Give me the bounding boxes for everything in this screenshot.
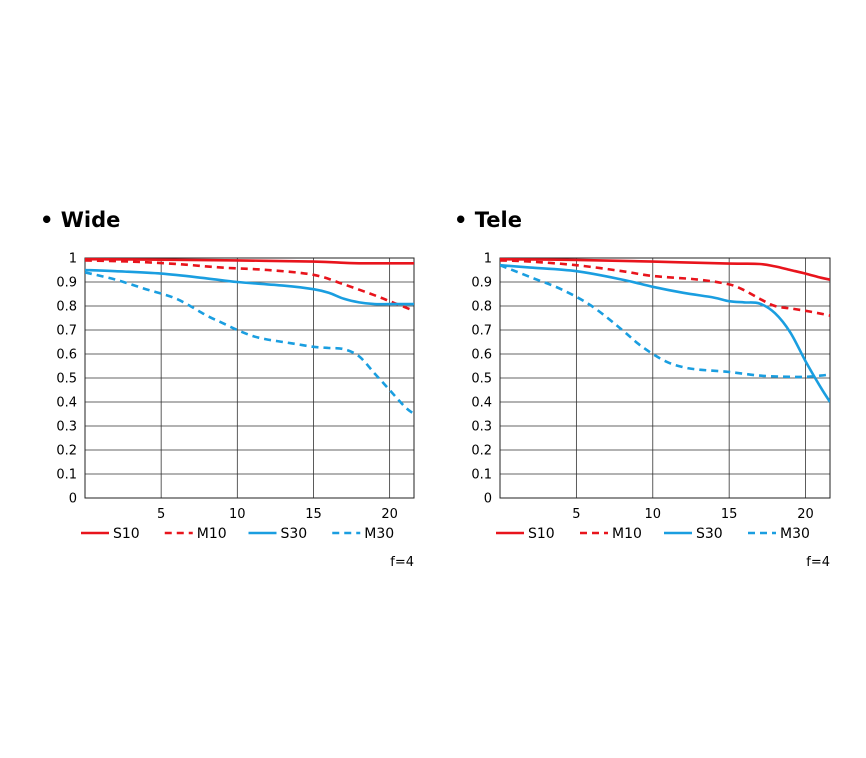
y-tick-label: 0.5 — [56, 372, 77, 387]
y-tick-label: 0.9 — [471, 276, 492, 291]
x-tick-label: 5 — [157, 507, 165, 522]
series-line-s10 — [500, 257, 830, 281]
y-tick-label: 0.9 — [56, 276, 77, 291]
y-tick-label: 0.7 — [471, 324, 492, 339]
legend-label-m10: M10 — [612, 526, 642, 542]
y-tick-label: 0.8 — [471, 300, 492, 315]
x-tick-label: 15 — [305, 507, 322, 522]
y-tick-label: 1 — [69, 252, 77, 267]
legend-label-s10: S10 — [528, 526, 555, 542]
y-tick-label: 0.1 — [56, 468, 77, 483]
legend-label-s30: S30 — [281, 526, 308, 542]
aperture-note: f=4 — [390, 555, 414, 570]
y-tick-label: 0.5 — [471, 372, 492, 387]
y-tick-label: 0 — [484, 492, 492, 507]
y-tick-label: 0.3 — [56, 420, 77, 435]
legend-label-s10: S10 — [113, 526, 140, 542]
plot-frame — [499, 257, 831, 499]
series-line-m30 — [500, 263, 830, 379]
x-tick-label: 20 — [381, 507, 398, 522]
y-tick-label: 1 — [484, 252, 492, 267]
legend-label-s30: S30 — [696, 526, 723, 542]
x-tick-label: 10 — [229, 507, 246, 522]
x-tick-label: 5 — [572, 507, 580, 522]
wide-chart-title: • Wide — [40, 208, 120, 232]
series-line-s30 — [500, 263, 830, 403]
x-tick-label: 10 — [645, 507, 662, 522]
y-tick-label: 0.1 — [471, 468, 492, 483]
series-line-s30 — [85, 268, 414, 306]
y-tick-label: 0.8 — [56, 300, 77, 315]
legend-label-m30: M30 — [364, 526, 394, 542]
x-tick-label: 20 — [797, 507, 814, 522]
y-tick-label: 0.7 — [56, 324, 77, 339]
legend-label-m10: M10 — [197, 526, 227, 542]
legend-label-m30: M30 — [780, 526, 810, 542]
aperture-note: f=4 — [806, 555, 830, 570]
x-tick-label: 15 — [721, 507, 738, 522]
y-tick-label: 0.2 — [471, 444, 492, 459]
plot-frame — [84, 257, 415, 499]
y-tick-label: 0.4 — [471, 396, 492, 411]
y-tick-label: 0.2 — [56, 444, 77, 459]
y-tick-label: 0.4 — [56, 396, 77, 411]
y-tick-label: 0.6 — [471, 348, 492, 363]
tele-chart-title: • Tele — [454, 208, 522, 232]
series-line-s10 — [85, 257, 414, 265]
series-line-m30 — [85, 271, 414, 416]
y-tick-label: 0.6 — [56, 348, 77, 363]
y-tick-label: 0 — [69, 492, 77, 507]
y-tick-label: 0.3 — [471, 420, 492, 435]
